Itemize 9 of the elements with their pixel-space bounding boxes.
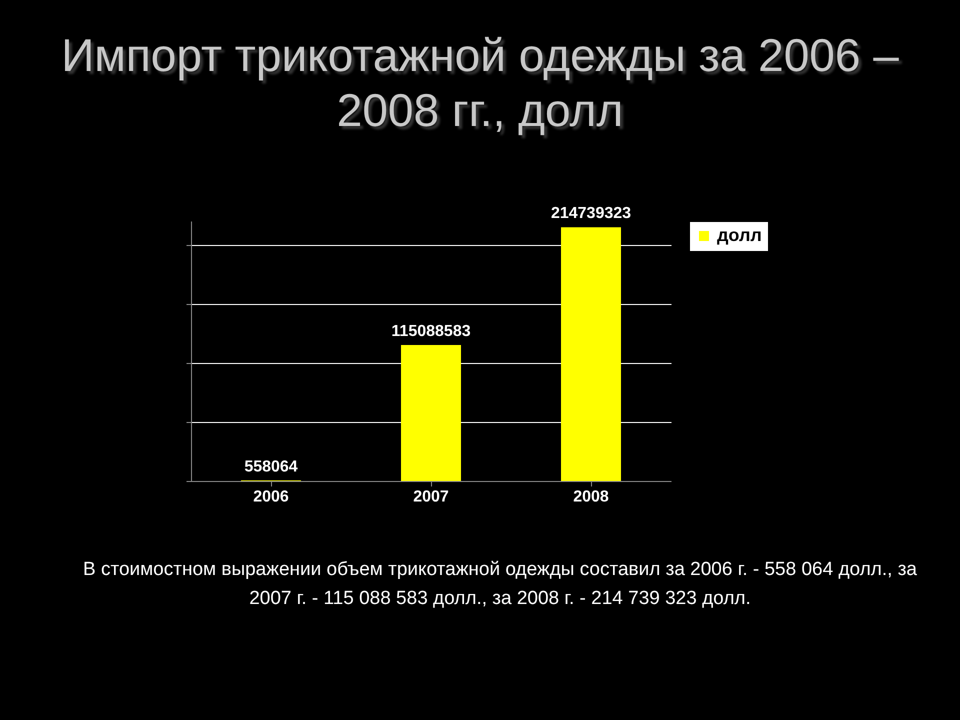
x-tick-label: 2006	[253, 488, 289, 506]
x-tick-label: 2007	[413, 488, 449, 506]
data-label: 115088583	[391, 322, 471, 340]
text: В стоимостном выражении объем трикотажной одежды составил за 2006 г. - 558 064 долл., за 2007 г. - 115 088 583 долл., за 2008 г. - 214 739 323 долл.	[82, 558, 918, 610]
data-label: 558064	[244, 458, 298, 476]
legend-label: долл	[717, 225, 762, 245]
chart-title: Импорт трикотажной одежды за 2006 – 2008 гг., долл	[60, 28, 900, 138]
x-tick-label: 2008	[573, 488, 609, 506]
data-label: 214739323	[550, 205, 632, 222]
